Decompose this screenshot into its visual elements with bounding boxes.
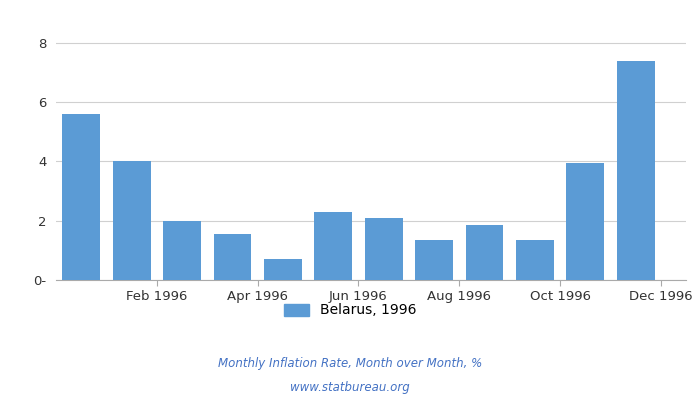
Bar [113, 162, 150, 280]
Bar [264, 259, 302, 280]
Bar [617, 61, 655, 280]
Bar [415, 240, 453, 280]
Bar [365, 218, 402, 280]
Bar [163, 221, 201, 280]
Bar [214, 234, 251, 280]
Bar [516, 240, 554, 280]
Text: www.statbureau.org: www.statbureau.org [290, 382, 410, 394]
Legend: Belarus, 1996: Belarus, 1996 [278, 298, 422, 323]
Bar [466, 225, 503, 280]
Bar [314, 212, 352, 280]
Bar [566, 163, 604, 280]
Text: Monthly Inflation Rate, Month over Month, %: Monthly Inflation Rate, Month over Month… [218, 358, 482, 370]
Bar [62, 114, 100, 280]
